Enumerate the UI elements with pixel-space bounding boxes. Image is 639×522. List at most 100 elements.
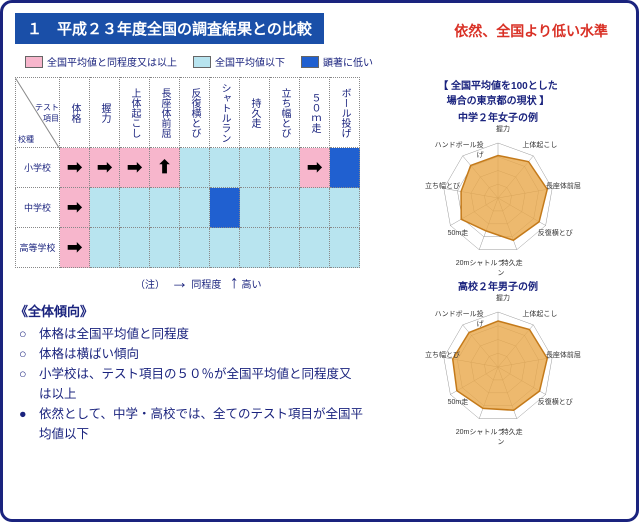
radar-axis-label: 反復横とび	[538, 228, 588, 238]
comparison-table: テスト項目校種体格握力上体起こし長座体前屈反復横とびシャトルラン持久走立ち幅とび…	[15, 77, 360, 268]
radar-chart: 握力上体起こし長座体前屈反復横とび持久走20mシャトルラン 50m走 立ち幅とび ハン…	[398, 126, 598, 276]
legend-much-below: 顕著に低い	[301, 54, 373, 69]
radar-axis-label: 反復横とび	[538, 397, 588, 407]
legend-above: 全国平均値と同程度又は以上	[25, 54, 177, 69]
table-cell: ➡	[120, 148, 150, 188]
table-cell: ➡	[90, 148, 120, 188]
table-cell: ➡	[300, 148, 330, 188]
table-cell	[150, 188, 180, 228]
table-cell	[270, 228, 300, 268]
arrow-right-icon: ➡	[97, 157, 112, 177]
table-cell: ➡	[60, 148, 90, 188]
table-cell	[210, 148, 240, 188]
table-cell	[90, 228, 120, 268]
table-cell	[270, 148, 300, 188]
right-column: 【 全国平均値を100とした場合の東京都の現状 】 中学２年女子の例握力上体起こ…	[373, 77, 623, 445]
radar-subtitle: 中学２年女子の例	[373, 109, 623, 124]
radar-axis-label: 長座体前屈	[546, 350, 596, 360]
radar-subtitle: 高校２年男子の例	[373, 278, 623, 293]
col-header: ボール投げ	[330, 78, 360, 148]
swatch-below	[193, 56, 211, 68]
arrow-right-icon: ➡	[67, 197, 82, 217]
subtitle: 依然、全国より低い水準	[454, 21, 608, 41]
col-header: 長座体前屈	[150, 78, 180, 148]
table-cell	[180, 228, 210, 268]
radar-axis-label: 20mシャトルラン	[454, 258, 504, 278]
left-column: テスト項目校種体格握力上体起こし長座体前屈反復横とびシャトルラン持久走立ち幅とび…	[15, 77, 363, 445]
table-cell	[210, 228, 240, 268]
trend-text: 体格は全国平均値と同程度	[39, 324, 189, 344]
bullet-icon: ○	[19, 364, 33, 404]
col-header: 体格	[60, 78, 90, 148]
table-cell: ➡	[60, 228, 90, 268]
radar-axis-label: 上体起こし	[522, 140, 572, 150]
table-cell	[300, 188, 330, 228]
table-cell	[330, 228, 360, 268]
page-frame: １ 平成２３年度全国の調査結果との比較 依然、全国より低い水準 全国平均値と同程…	[0, 0, 639, 522]
row-header: 高等学校	[16, 228, 60, 268]
radar-chart: 握力上体起こし長座体前屈反復横とび持久走20mシャトルラン50m走立ち幅とびハン…	[398, 295, 598, 445]
table-cell	[210, 188, 240, 228]
table-cell	[90, 188, 120, 228]
arrow-right-icon: ➡	[127, 157, 142, 177]
note-label: （注）	[135, 280, 165, 291]
col-header: 反復横とび	[180, 78, 210, 148]
col-header: 握力	[90, 78, 120, 148]
arrow-right-icon: ➡	[67, 237, 82, 257]
arrow-right-icon: ➡	[67, 157, 82, 177]
trend-item: ○体格は全国平均値と同程度	[19, 324, 363, 344]
bullet-icon: ●	[19, 404, 33, 444]
table-cell	[180, 188, 210, 228]
arrow-up-icon: ↑	[230, 272, 239, 292]
bullet-icon: ○	[19, 344, 33, 364]
trend-item: ○小学校は、テスト項目の５０％が全国平均値と同程度又は以上	[19, 364, 363, 404]
table-cell	[120, 228, 150, 268]
radar-axis-label: 握力	[478, 124, 528, 134]
radar-axis-label: 長座体前屈	[546, 181, 596, 191]
arrow-up-icon: ⬆	[157, 157, 172, 177]
note-same: 同程度	[191, 280, 221, 291]
legend: 全国平均値と同程度又は以上 全国平均値以下 顕著に低い	[25, 54, 624, 69]
radar-axis-label: 持久走	[502, 258, 552, 268]
table-cell	[240, 228, 270, 268]
table-cell	[180, 148, 210, 188]
table-cell	[330, 148, 360, 188]
note-high: 高い	[241, 280, 261, 291]
legend-label: 全国平均値以下	[215, 54, 285, 69]
radar-axis-label: 上体起こし	[522, 309, 572, 319]
table-cell	[240, 188, 270, 228]
col-header: ５０ｍ走	[300, 78, 330, 148]
arrow-right-icon: →	[171, 272, 189, 292]
table-cell	[120, 188, 150, 228]
col-header: 持久走	[240, 78, 270, 148]
radar-axis-label: 50m走	[418, 397, 468, 407]
trend-text: 小学校は、テスト項目の５０％が全国平均値と同程度又は以上	[39, 364, 363, 404]
legend-label: 全国平均値と同程度又は以上	[47, 54, 177, 69]
table-note: （注） → 同程度 ↑ 高い	[135, 272, 363, 293]
table-cell	[270, 188, 300, 228]
radar-axis-label: ハンドボール投げ	[434, 140, 484, 160]
radar-main-title: 【 全国平均値を100とした場合の東京都の現状 】	[373, 77, 623, 107]
radar-axis-label: 50m走	[418, 228, 468, 238]
radar-axis-label: 持久走	[502, 427, 552, 437]
table-cell: ➡	[60, 188, 90, 228]
col-header: シャトルラン	[210, 78, 240, 148]
table-cell	[150, 228, 180, 268]
legend-label: 顕著に低い	[323, 54, 373, 69]
col-header: 上体起こし	[120, 78, 150, 148]
radar-axis-label: 立ち幅とび	[410, 350, 460, 360]
trend-text: 体格は横ばい傾向	[39, 344, 139, 364]
radar-axis-label: 立ち幅とび	[410, 181, 460, 191]
radar-axis-label: 握力	[478, 293, 528, 303]
arrow-right-icon: ➡	[307, 157, 322, 177]
page-title: １ 平成２３年度全国の調査結果との比較	[15, 13, 324, 44]
table-cell	[240, 148, 270, 188]
table-cell	[300, 228, 330, 268]
legend-below: 全国平均値以下	[193, 54, 285, 69]
swatch-above	[25, 56, 43, 68]
table-corner: テスト項目校種	[16, 78, 60, 148]
table-cell	[330, 188, 360, 228]
col-header: 立ち幅とび	[270, 78, 300, 148]
row-header: 中学校	[16, 188, 60, 228]
trends-header: 《全体傾向》	[15, 301, 363, 320]
